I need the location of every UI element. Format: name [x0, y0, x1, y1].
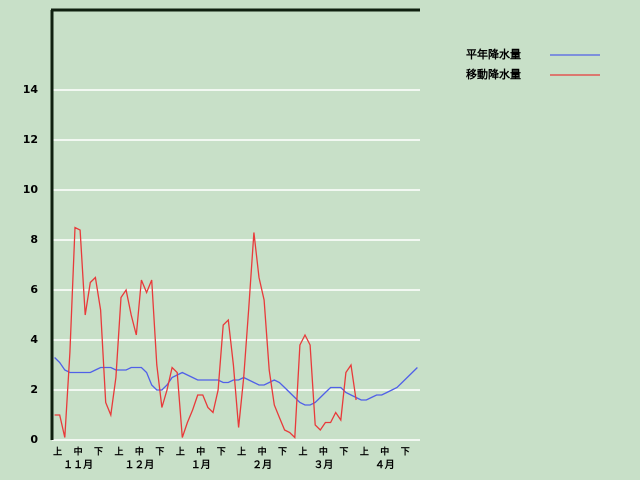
y-tick-label: 14	[23, 83, 39, 96]
x-tick-label: 下	[217, 447, 226, 458]
month-label: １１月	[63, 459, 93, 471]
x-tick-label: 中	[380, 446, 389, 458]
x-tick-label: 下	[278, 447, 287, 458]
month-label: ２月	[252, 459, 272, 471]
month-label: ４月	[375, 459, 395, 471]
x-tick-label: 上	[53, 446, 62, 458]
x-tick-label: 下	[401, 447, 410, 458]
series-line	[54, 357, 418, 406]
y-tick-label: 6	[30, 283, 38, 296]
y-tick-label: 10	[23, 183, 39, 196]
x-tick-label: 上	[237, 446, 246, 458]
x-tick-label: 中	[74, 446, 83, 458]
month-label: １月	[191, 459, 211, 471]
legend-label: 移動降水量	[466, 67, 521, 81]
y-tick-label: 2	[30, 383, 38, 396]
legend-label: 平年降水量	[466, 47, 521, 61]
x-tick-label: 上	[298, 446, 307, 458]
month-label: ３月	[313, 459, 333, 471]
x-tick-label: 下	[155, 447, 164, 458]
x-tick-label: 下	[339, 447, 348, 458]
x-tick-label: 上	[360, 446, 369, 458]
x-tick-label: 上	[176, 446, 185, 458]
x-tick-label: 中	[135, 446, 144, 458]
month-label: １２月	[124, 459, 154, 471]
y-tick-label: 0	[30, 433, 38, 446]
x-tick-label: 中	[319, 446, 328, 458]
series-line	[54, 226, 357, 439]
x-tick-label: 上	[114, 446, 123, 458]
y-tick-label: 8	[30, 233, 38, 246]
x-tick-label: 中	[196, 446, 205, 458]
x-tick-label: 下	[94, 447, 103, 458]
y-tick-label: 12	[23, 133, 38, 146]
y-tick-label: 4	[30, 333, 38, 346]
x-tick-label: 中	[258, 446, 267, 458]
